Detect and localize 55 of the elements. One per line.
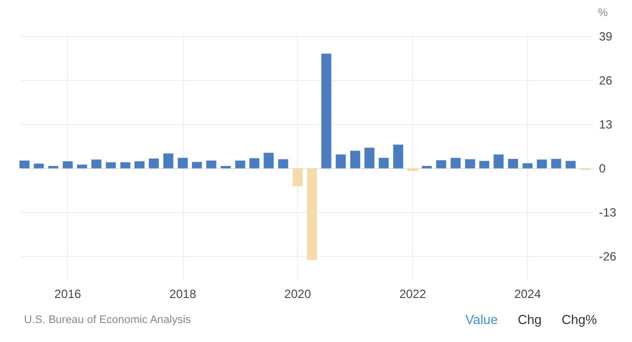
y-tick-label: 13 (599, 117, 613, 132)
bar (134, 161, 144, 168)
bar (364, 148, 374, 168)
x-tick-label: 2016 (54, 287, 82, 301)
bar (465, 159, 476, 168)
bar (106, 162, 116, 168)
bar (220, 166, 231, 168)
y-tick-label: 39 (599, 29, 613, 44)
bar (192, 162, 202, 168)
bar (264, 152, 274, 168)
bar (249, 158, 260, 168)
bar (508, 158, 518, 168)
x-tick-label: 2022 (399, 287, 426, 301)
text: Value (465, 312, 498, 327)
bar (163, 153, 174, 168)
bar (235, 160, 246, 168)
text: Chg% (562, 312, 597, 327)
x-tick-label: 2018 (169, 287, 196, 301)
bar (62, 161, 73, 168)
y-tick-label: -13 (599, 205, 617, 220)
bar (206, 160, 216, 168)
y-tick-label: 26 (599, 73, 613, 88)
bar (292, 168, 303, 186)
bar (120, 162, 130, 168)
bar (436, 160, 446, 168)
bar (479, 160, 490, 168)
bar (494, 154, 504, 168)
bar (148, 158, 159, 168)
y-tick-label: -26 (599, 249, 617, 264)
bar (48, 166, 58, 168)
bar (551, 158, 562, 168)
bar (91, 160, 102, 168)
bar (393, 144, 404, 168)
bar (536, 160, 547, 168)
bar (422, 166, 432, 168)
bar (278, 159, 288, 168)
bar (306, 168, 317, 260)
bar (34, 164, 44, 168)
bar (408, 168, 418, 172)
x-tick-label: 2020 (284, 287, 312, 301)
bar (522, 163, 533, 168)
bar (378, 158, 389, 168)
bar (321, 54, 332, 168)
bar (19, 160, 30, 168)
text: U.S. Bureau of Economic Analysis (24, 314, 191, 326)
y-tick-label: 0 (599, 161, 606, 176)
bar (77, 164, 88, 168)
x-tick-label: 2024 (514, 287, 542, 301)
bar (350, 150, 360, 168)
bar (450, 158, 461, 168)
y-axis-title: % (598, 7, 608, 19)
bar (336, 154, 346, 168)
bar (566, 160, 576, 168)
bar (178, 158, 188, 168)
text: Chg (518, 312, 542, 327)
